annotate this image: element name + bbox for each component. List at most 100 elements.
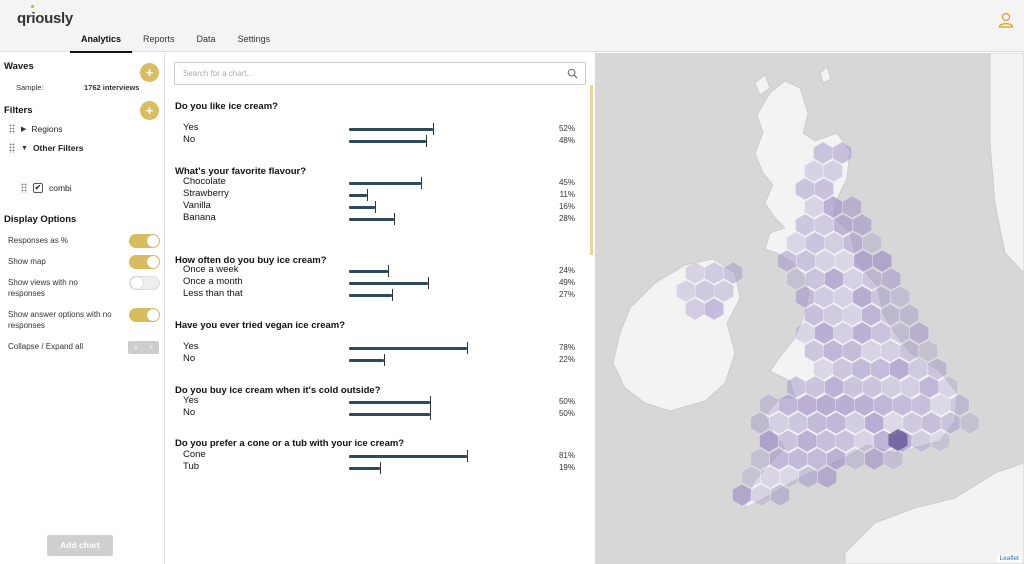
answer-percentage: 52% xyxy=(558,124,575,133)
sample-value: 1762 interviews xyxy=(84,83,140,92)
answer-bar[interactable] xyxy=(349,401,430,404)
toggle-responses-percent[interactable] xyxy=(129,234,160,248)
answer-label: No xyxy=(183,407,196,418)
answer-bar[interactable] xyxy=(349,347,467,350)
hex-cell xyxy=(852,213,872,237)
answer-label: Less than that xyxy=(183,288,243,299)
tab-analytics[interactable]: Analytics xyxy=(70,34,133,53)
answer-label: Once a week xyxy=(183,264,239,275)
hex-cell xyxy=(842,195,862,219)
question-title[interactable]: How often do you buy ice cream? xyxy=(175,255,327,266)
hex-cell xyxy=(723,261,743,285)
error-marker xyxy=(375,201,376,213)
filter-other[interactable]: ▼ Other Filters xyxy=(9,143,83,153)
islands xyxy=(754,66,832,96)
answer-label: No xyxy=(183,134,196,145)
question-title[interactable]: Do you like ice cream? xyxy=(175,101,278,112)
answer-bar[interactable] xyxy=(349,282,428,285)
caret-down-icon[interactable]: ▼ xyxy=(21,144,28,152)
tab-data[interactable]: Data xyxy=(196,34,216,44)
answer-percentage: 16% xyxy=(558,202,575,211)
logo[interactable]: qriously xyxy=(17,10,73,27)
answer-label: Yes xyxy=(183,122,199,133)
search-icon[interactable] xyxy=(567,68,578,79)
answer-bar[interactable] xyxy=(349,359,384,362)
hex-cell xyxy=(938,375,959,399)
answer-label: No xyxy=(183,353,196,364)
answer-bar[interactable] xyxy=(349,218,394,221)
leaflet-attribution[interactable]: Leaflet xyxy=(997,555,1021,562)
map-panel[interactable]: Leaflet xyxy=(595,53,1024,564)
search-box xyxy=(174,62,586,85)
answer-bar[interactable] xyxy=(349,194,367,197)
answer-bar[interactable] xyxy=(349,294,392,297)
sample-label: Sample: xyxy=(16,83,44,92)
answer-bar[interactable] xyxy=(349,182,421,185)
tab-reports[interactable]: Reports xyxy=(143,34,175,44)
toggle-knob xyxy=(147,235,159,247)
answer-bar[interactable] xyxy=(349,467,380,470)
filter-combi[interactable]: ✔ combi xyxy=(21,183,72,193)
caret-right-icon[interactable]: ▶ xyxy=(21,126,27,133)
error-marker xyxy=(430,396,431,408)
search-input[interactable] xyxy=(175,63,555,84)
hex-cell xyxy=(959,411,980,435)
scrollbar[interactable] xyxy=(590,85,593,255)
add-filter-button[interactable]: + xyxy=(140,101,159,120)
collapse-icon[interactable]: ≡ xyxy=(133,344,138,351)
waves-title: Waves xyxy=(4,61,34,72)
question-title[interactable]: Have you ever tried vegan ice cream? xyxy=(175,320,346,331)
hex-cell xyxy=(909,321,930,345)
toggle-knob xyxy=(147,256,159,268)
filter-label: Regions xyxy=(31,124,63,134)
toggle-show-map[interactable] xyxy=(129,255,160,269)
answer-percentage: 22% xyxy=(558,355,575,364)
collapse-expand-buttons[interactable]: ≡ ≡ xyxy=(128,341,159,354)
hex-cell xyxy=(899,303,920,327)
hex-cell xyxy=(714,279,734,303)
toggle-show-empty-views[interactable] xyxy=(129,276,160,290)
answer-bar[interactable] xyxy=(349,413,430,416)
hex-cell xyxy=(823,159,843,183)
option-label: Responses as % xyxy=(8,236,69,245)
answer-label: Cone xyxy=(183,449,206,460)
answer-bar[interactable] xyxy=(349,128,433,131)
toggle-show-empty-answers[interactable] xyxy=(129,308,160,322)
expand-icon[interactable]: ≡ xyxy=(149,344,153,351)
main-panel: Do you like ice cream? Yes 52% No 48% What's … xyxy=(166,53,594,564)
hex-cell xyxy=(890,285,911,309)
question-title[interactable]: Do you prefer a cone or a tub with your … xyxy=(175,438,405,449)
filter-label: combi xyxy=(49,183,72,193)
hex-cell xyxy=(881,267,902,291)
hex-cell xyxy=(704,297,724,321)
answer-bar[interactable] xyxy=(349,270,388,273)
answer-percentage: 49% xyxy=(558,278,575,287)
answer-percentage: 50% xyxy=(558,409,575,418)
error-marker xyxy=(467,342,468,354)
filter-regions[interactable]: ▶ Regions xyxy=(9,124,63,134)
error-marker xyxy=(467,450,468,462)
top-bar: qriously Analytics Reports Data Settings xyxy=(0,0,1024,53)
answer-percentage: 27% xyxy=(558,290,575,299)
drag-handle-icon[interactable] xyxy=(9,143,15,153)
add-chart-button[interactable]: Add chart xyxy=(47,535,113,556)
answer-bar[interactable] xyxy=(349,206,375,209)
tab-settings[interactable]: Settings xyxy=(237,34,271,44)
answer-bar[interactable] xyxy=(349,455,467,458)
question-title[interactable]: Do you buy ice cream when it's cold outs… xyxy=(175,385,381,396)
filter-label: Other Filters xyxy=(32,143,84,153)
answer-percentage: 19% xyxy=(558,463,575,472)
add-wave-button[interactable]: + xyxy=(140,63,159,82)
drag-handle-icon[interactable] xyxy=(9,124,15,134)
question-title[interactable]: What's your favorite flavour? xyxy=(175,166,307,177)
sidebar: Waves + Sample: 1762 interviews Filters … xyxy=(0,53,165,564)
answer-percentage: 11% xyxy=(559,190,575,199)
uk-hex-map[interactable] xyxy=(595,53,1024,564)
hex-cell xyxy=(817,465,837,489)
user-icon[interactable] xyxy=(998,12,1014,28)
checkbox-checked-icon[interactable]: ✔ xyxy=(33,183,43,193)
answer-label: Banana xyxy=(183,212,216,223)
drag-handle-icon[interactable] xyxy=(21,183,27,193)
hex-cell xyxy=(872,249,893,273)
answer-bar[interactable] xyxy=(349,140,426,143)
